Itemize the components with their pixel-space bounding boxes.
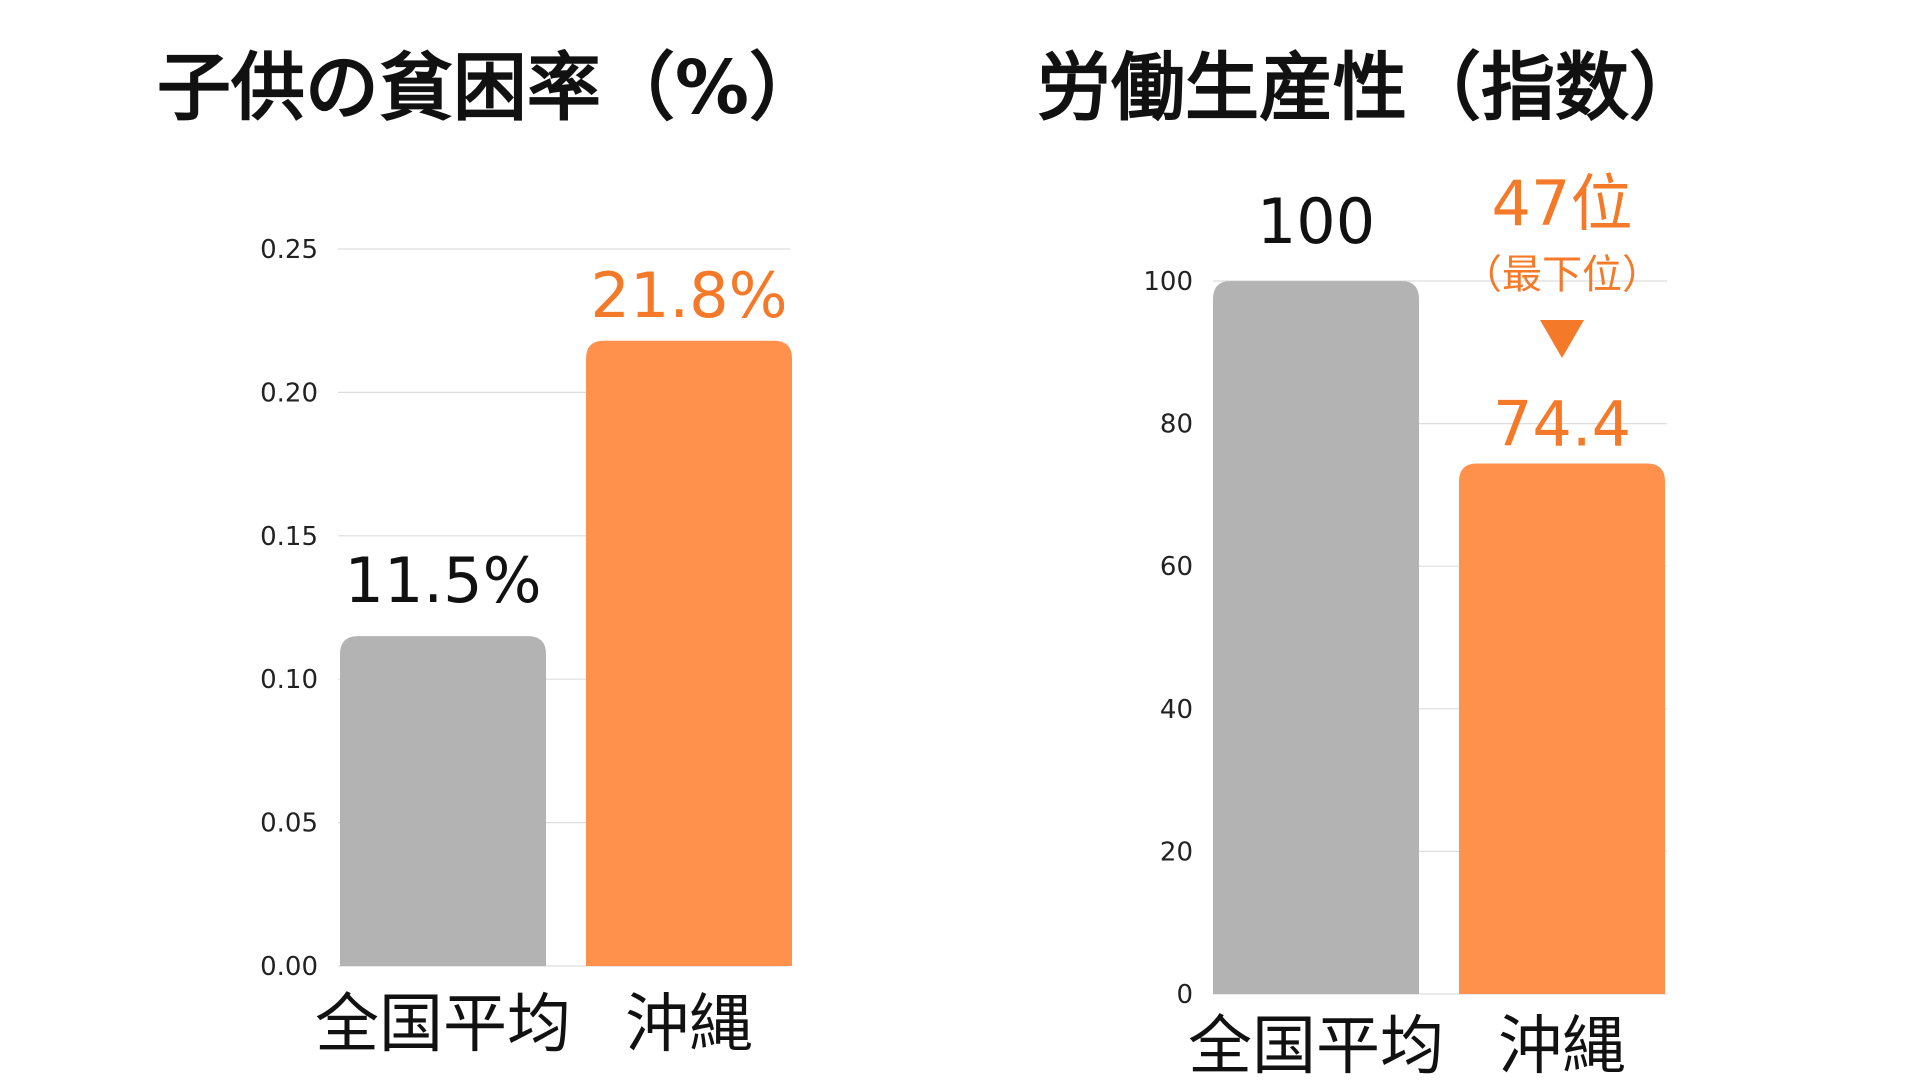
poverty-ytick-label: 0.20 <box>260 378 318 408</box>
productivity-category-label: 沖縄 <box>1498 1010 1626 1080</box>
productivity-ytick-label: 40 <box>1160 695 1193 725</box>
productivity-bar-national-average <box>1213 281 1419 994</box>
chart-title-poverty-rate: 子供の貧困率（%） <box>156 45 824 131</box>
poverty-bar-national-average <box>340 636 546 966</box>
down-triangle-icon <box>1540 320 1584 358</box>
productivity-ytick-label: 60 <box>1160 552 1193 582</box>
poverty-ytick-label: 0.25 <box>260 235 318 265</box>
poverty-ytick-label: 0.10 <box>260 665 318 695</box>
poverty-ytick-label: 0.00 <box>260 952 318 982</box>
productivity-ytick-label: 100 <box>1143 267 1193 297</box>
poverty-ytick-label: 0.15 <box>260 522 318 552</box>
poverty-bar-okinawa <box>586 340 792 966</box>
poverty-category-label: 沖縄 <box>625 988 753 1062</box>
productivity-value-label: 74.4 <box>1493 388 1631 461</box>
poverty-value-label: 11.5% <box>345 544 542 617</box>
productivity-rank-note: （最下位） <box>1462 252 1662 298</box>
productivity-ytick-label: 80 <box>1160 410 1193 440</box>
poverty-ytick-label: 0.05 <box>260 809 318 839</box>
productivity-category-label: 全国平均 <box>1188 1010 1444 1080</box>
productivity-value-label: 100 <box>1257 185 1375 258</box>
productivity-bar-okinawa <box>1459 463 1665 994</box>
poverty-value-label: 21.8% <box>591 259 788 332</box>
productivity-ytick-label: 0 <box>1176 980 1193 1010</box>
productivity-rank-annotation: 47位 <box>1492 167 1633 240</box>
poverty-category-label: 全国平均 <box>315 988 571 1062</box>
chart-title-labor-productivity: 労働生産性（指数） <box>1037 45 1703 131</box>
productivity-ytick-label: 20 <box>1160 837 1193 867</box>
